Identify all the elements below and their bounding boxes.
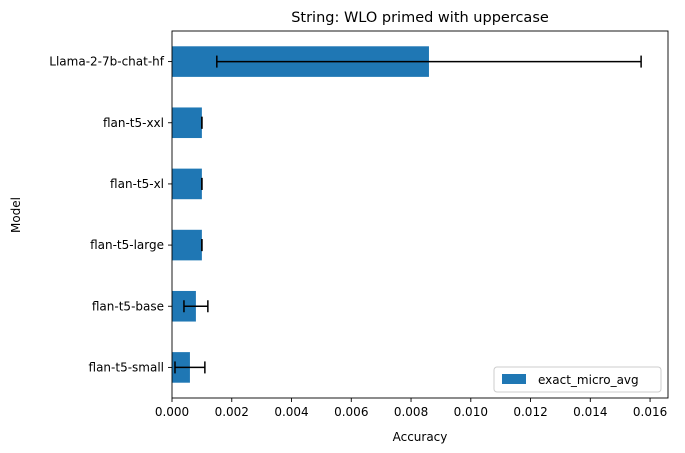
x-tick-label: 0.008 bbox=[394, 405, 428, 419]
legend-label: exact_micro_avg bbox=[538, 373, 639, 387]
y-tick-label: flan-t5-base bbox=[92, 299, 164, 313]
y-tick-label: flan-t5-large bbox=[90, 238, 164, 252]
plot-area-frame bbox=[171, 30, 669, 399]
y-tick-label: Llama-2-7b-chat-hf bbox=[49, 55, 164, 69]
legend: exact_micro_avg bbox=[493, 366, 662, 393]
bars-layer bbox=[172, 46, 429, 383]
x-tick-label: 0.016 bbox=[633, 405, 667, 419]
error-bar-flan-t5-base bbox=[183, 300, 209, 313]
bar-flan-t5-xxl bbox=[172, 107, 202, 139]
x-tick-label: 0.004 bbox=[274, 405, 308, 419]
y-tick-label: flan-t5-xl bbox=[110, 177, 164, 191]
error-bars-layer bbox=[174, 55, 642, 374]
x-axis-ticks: 0.000 0.002 0.004 0.006 0.008 0.010 0.012 0.014… bbox=[155, 398, 667, 419]
x-tick-label: 0.002 bbox=[215, 405, 249, 419]
y-tick-label: flan-t5-small bbox=[89, 360, 164, 374]
x-tick-label: 0.000 bbox=[155, 405, 189, 419]
bar-flan-t5-xl bbox=[172, 168, 202, 200]
legend-frame bbox=[493, 366, 662, 393]
y-axis-ticks: flan-t5-small flan-t5-base flan-t5-large fl… bbox=[49, 55, 172, 374]
x-axis-title: Accuracy bbox=[393, 430, 448, 444]
legend-swatch bbox=[502, 374, 526, 384]
x-tick-label: 0.010 bbox=[454, 405, 488, 419]
y-axis-title: Model bbox=[9, 197, 23, 233]
y-tick-label: flan-t5-xxl bbox=[103, 116, 164, 130]
bar-flan-t5-large bbox=[172, 229, 202, 261]
x-tick-label: 0.006 bbox=[334, 405, 368, 419]
x-tick-label: 0.014 bbox=[573, 405, 607, 419]
x-tick-label: 0.012 bbox=[513, 405, 547, 419]
error-bar-llama-2-7b-chat-hf bbox=[216, 55, 642, 68]
error-bar-flan-t5-small bbox=[174, 361, 206, 374]
chart-title: String: WLO primed with uppercase bbox=[291, 10, 549, 26]
